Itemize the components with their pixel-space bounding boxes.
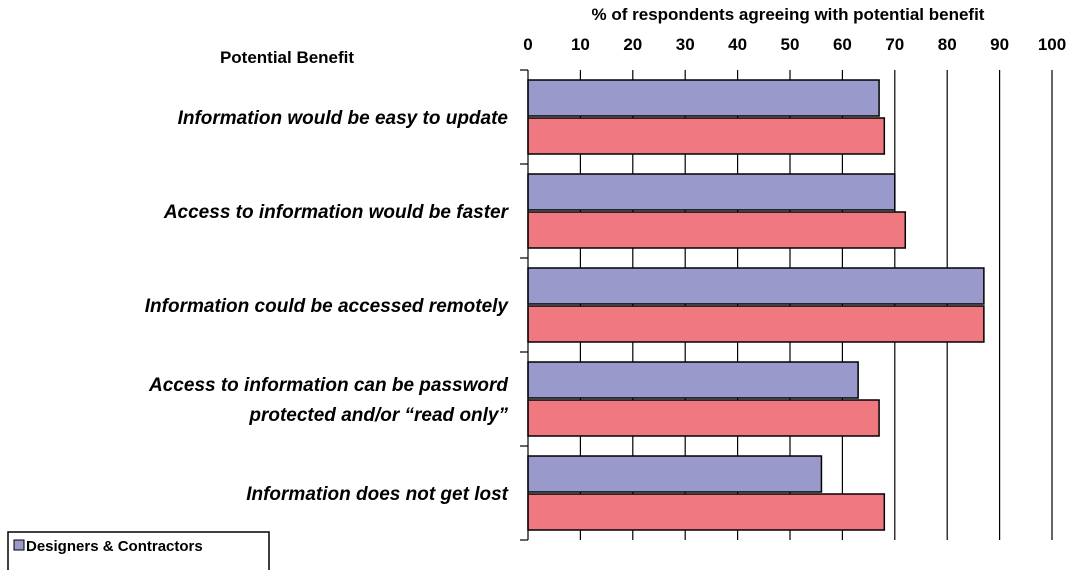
x-tick-labels: 0 10 20 30 40 50 60 70 80 90 100: [523, 35, 1066, 54]
legend-entry: Designers & Contractors: [26, 538, 203, 555]
category-label: Information would be easy to update: [178, 108, 509, 129]
category-label: Information does not get lost: [246, 484, 508, 505]
bars: [527, 79, 985, 531]
bar-series2-cat4: [527, 399, 880, 437]
x-tick-label: 40: [728, 35, 747, 54]
category-labels: Information would be easy to update Acces…: [145, 108, 510, 505]
legend: Designers & Contractors: [7, 531, 270, 570]
x-tick-label: 0: [523, 35, 532, 54]
bar-series2-cat3: [527, 305, 985, 343]
x-axis-label: % of respondents agreeing with potential…: [592, 5, 985, 24]
category-label: Access to information would be faster: [163, 202, 510, 223]
x-tick-label: 50: [781, 35, 800, 54]
x-tick-label: 80: [938, 35, 957, 54]
x-tick-label: 70: [885, 35, 904, 54]
x-tick-label: 90: [990, 35, 1009, 54]
category-label: protected and/or “read only”: [248, 405, 508, 426]
x-tick-label: 30: [676, 35, 695, 54]
bar-series1-cat5: [527, 455, 823, 493]
bar-series2-cat1: [527, 117, 886, 155]
category-header: Potential Benefit: [220, 48, 354, 67]
legend-box: [7, 531, 270, 570]
category-label: Information could be accessed remotely: [145, 296, 510, 317]
category-label: Access to information can be password: [148, 375, 508, 396]
bar-series1-cat3: [527, 267, 985, 305]
x-tick-label: 100: [1038, 35, 1066, 54]
x-tick-label: 60: [833, 35, 852, 54]
category-axis: [520, 69, 529, 541]
legend-swatch: [13, 539, 25, 551]
bar-series2-cat2: [527, 211, 907, 249]
bar-series1-cat1: [527, 79, 880, 117]
bar-series1-cat4: [527, 361, 859, 399]
bar-series1-cat2: [527, 173, 896, 211]
x-tick-label: 20: [623, 35, 642, 54]
bar-series2-cat5: [527, 493, 886, 531]
x-tick-label: 10: [571, 35, 590, 54]
